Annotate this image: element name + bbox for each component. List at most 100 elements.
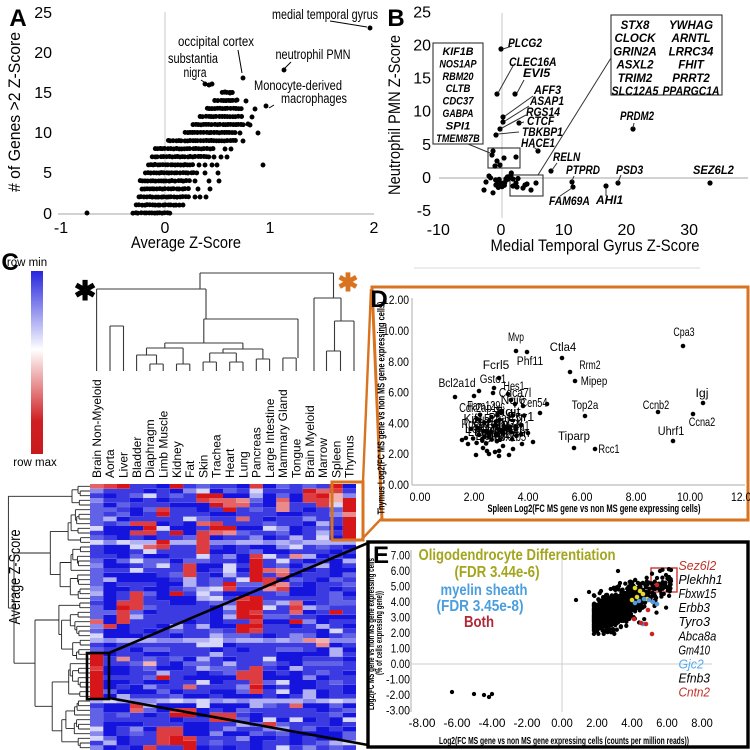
- svg-text:Neutrophil PMN Z-Score: Neutrophil PMN Z-Score: [385, 35, 404, 195]
- svg-text:PRDM2: PRDM2: [620, 109, 654, 123]
- svg-text:Hes1: Hes1: [503, 379, 524, 393]
- svg-text:row max: row max: [13, 457, 57, 469]
- svg-text:Rrm2: Rrm2: [579, 358, 600, 372]
- svg-text:-3.00: -3.00: [386, 704, 410, 718]
- svg-text:Ctla4: Ctla4: [550, 340, 577, 354]
- svg-text:Cen54: Cen54: [521, 396, 548, 410]
- svg-text:ASXL2: ASXL2: [615, 60, 654, 72]
- svg-text:0: 0: [43, 206, 52, 223]
- svg-text:Trachea: Trachea: [210, 434, 224, 478]
- svg-text:-10: -10: [427, 222, 450, 239]
- svg-text:SPI1: SPI1: [446, 120, 471, 132]
- svg-text:Average Z-Score: Average Z-Score: [7, 530, 24, 625]
- svg-text:Sez6l2: Sez6l2: [679, 558, 717, 573]
- svg-text:Log2(FC MS gene vs non MS gene: Log2(FC MS gene vs non MS gene expressin…: [439, 735, 689, 747]
- svg-text:10.00: 10.00: [677, 492, 703, 504]
- svg-text:Diaphragm: Diaphragm: [143, 419, 157, 478]
- svg-text:Kidney: Kidney: [170, 441, 184, 478]
- svg-text:1: 1: [266, 220, 275, 237]
- svg-text:Spleen: Spleen: [329, 441, 343, 478]
- svg-text:Both: Both: [464, 614, 494, 631]
- svg-text:20: 20: [34, 45, 52, 62]
- svg-text:PRRT2: PRRT2: [672, 73, 710, 85]
- svg-text:Liver: Liver: [117, 452, 131, 478]
- svg-text:RELN: RELN: [553, 150, 581, 164]
- svg-text:2.00: 2.00: [388, 449, 409, 461]
- svg-text:15: 15: [34, 85, 52, 102]
- svg-text:2.00: 2.00: [586, 716, 608, 730]
- svg-text:-6.00: -6.00: [444, 716, 471, 730]
- svg-text:Uhrf1: Uhrf1: [658, 424, 685, 438]
- svg-text:Oligodendrocyte Differentiatio: Oligodendrocyte Differentiation: [419, 547, 616, 564]
- svg-text:0: 0: [422, 170, 431, 187]
- svg-text:Cpa3: Cpa3: [673, 325, 694, 339]
- svg-text:✱: ✱: [74, 276, 97, 306]
- svg-text:PTPRD: PTPRD: [566, 163, 600, 177]
- svg-text:Tyro3: Tyro3: [679, 614, 711, 629]
- svg-text:15: 15: [413, 71, 431, 88]
- svg-text:(FDR 3.44e-6): (FDR 3.44e-6): [455, 564, 540, 581]
- svg-text:(FDR 3.45e-8): (FDR 3.45e-8): [437, 598, 524, 615]
- svg-text:TRIM2: TRIM2: [618, 73, 653, 85]
- svg-text:-4.00: -4.00: [479, 716, 506, 730]
- svg-text:Fcrl5: Fcrl5: [483, 358, 510, 372]
- svg-text:Skin: Skin: [196, 455, 210, 478]
- svg-text:Ccnb2: Ccnb2: [643, 398, 670, 412]
- svg-text:HACE1: HACE1: [521, 136, 555, 150]
- svg-text:Cntn2: Cntn2: [679, 684, 711, 699]
- svg-text:FAM69A: FAM69A: [549, 194, 590, 208]
- svg-text:-8.00: -8.00: [409, 716, 436, 730]
- svg-text:Cdk2ap1: Cdk2ap1: [459, 401, 497, 415]
- svg-text:RBM20: RBM20: [443, 71, 475, 83]
- svg-text:neutrophil PMN: neutrophil PMN: [276, 47, 351, 62]
- svg-text:1.00: 1.00: [391, 642, 410, 656]
- svg-text:Tiparp: Tiparp: [558, 429, 590, 443]
- svg-text:Fam129c: Fam129c: [467, 399, 505, 413]
- svg-text:Ccna2: Ccna2: [689, 415, 716, 429]
- svg-text:8.00: 8.00: [388, 357, 409, 369]
- svg-text:-2.00: -2.00: [386, 688, 410, 702]
- svg-text:6.00: 6.00: [572, 492, 593, 504]
- svg-text:AFF3: AFF3: [533, 83, 561, 97]
- svg-text:-1: -1: [54, 220, 68, 237]
- svg-text:0.00: 0.00: [410, 492, 431, 504]
- svg-text:CLTB: CLTB: [446, 83, 471, 95]
- svg-text:12.00: 12.00: [383, 295, 409, 307]
- svg-text:20: 20: [413, 37, 431, 54]
- svg-text:2.00: 2.00: [464, 492, 485, 504]
- svg-text:0.00: 0.00: [391, 657, 410, 671]
- svg-text:6.00: 6.00: [391, 564, 410, 578]
- svg-text:Tongue: Tongue: [289, 438, 303, 478]
- svg-text:PLCG2: PLCG2: [508, 36, 542, 50]
- svg-text:10: 10: [555, 222, 573, 239]
- svg-text:-1.00: -1.00: [386, 673, 410, 687]
- svg-text:Average Z-Score: Average Z-Score: [131, 233, 241, 252]
- svg-text:Fat: Fat: [183, 460, 197, 478]
- svg-text:Mipep: Mipep: [581, 374, 608, 388]
- svg-text:ARNTL: ARNTL: [671, 33, 711, 45]
- svg-text:A: A: [9, 5, 26, 32]
- svg-text:Thymus Log2(FC MS gene vs non: Thymus Log2(FC MS gene vs non MS gene ex…: [377, 302, 388, 515]
- svg-text:Rgs16: Rgs16: [462, 417, 489, 431]
- svg-text:0.00: 0.00: [551, 716, 573, 730]
- svg-text:Egr1: Egr1: [508, 410, 534, 424]
- svg-text:Bcl2a1d: Bcl2a1d: [438, 376, 475, 390]
- svg-text:Rcc1: Rcc1: [598, 442, 619, 456]
- svg-text:0: 0: [161, 220, 170, 237]
- svg-text:Heart: Heart: [223, 448, 237, 478]
- svg-text:LRRC34: LRRC34: [669, 46, 714, 58]
- svg-text:GABPA: GABPA: [443, 108, 474, 120]
- svg-text:PPARGC1A: PPARGC1A: [663, 86, 720, 98]
- svg-text:Pancreas: Pancreas: [250, 427, 264, 478]
- svg-text:Monocyte-derived: Monocyte-derived: [254, 78, 342, 93]
- svg-text:(% of cells expressing gene)): (% of cells expressing gene)): [374, 591, 384, 675]
- svg-text:8.00: 8.00: [691, 716, 713, 730]
- svg-text:medial temporal gyrus: medial temporal gyrus: [272, 7, 378, 22]
- svg-text:2: 2: [370, 220, 379, 237]
- svg-text:CTCF: CTCF: [527, 114, 555, 128]
- svg-text:KIF1B: KIF1B: [443, 46, 474, 58]
- svg-text:AHI1: AHI1: [595, 193, 623, 207]
- svg-text:D: D: [370, 286, 387, 313]
- svg-text:-2.00: -2.00: [514, 716, 541, 730]
- svg-text:Mvp: Mvp: [508, 330, 524, 344]
